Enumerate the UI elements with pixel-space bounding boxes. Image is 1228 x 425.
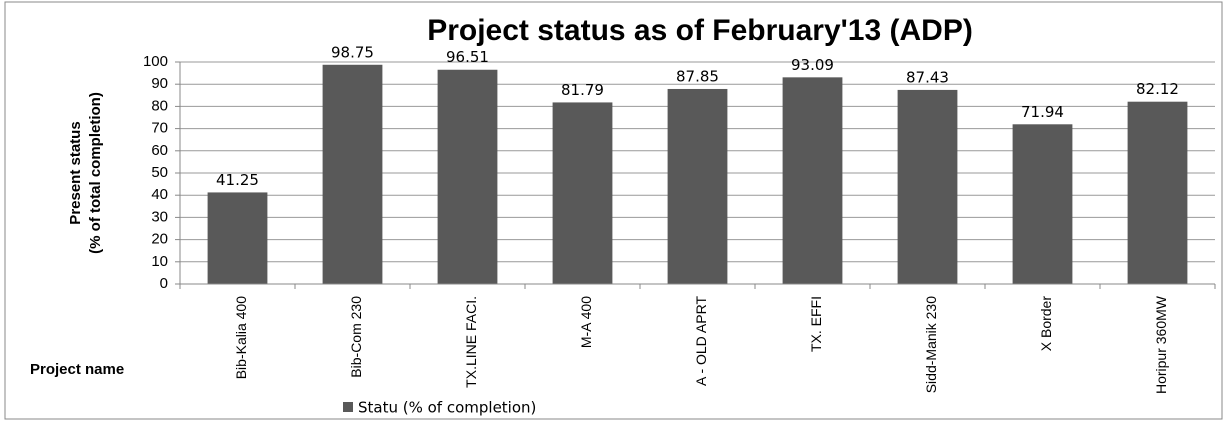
bar	[322, 64, 383, 285]
legend-label: Statu (% of completion)	[358, 399, 536, 417]
x-tick-label: TX.LINE FACI.	[463, 296, 479, 388]
y-tick-label: 60	[151, 142, 168, 159]
y-axis-label: (% of total completion)	[87, 92, 104, 254]
x-tick-label: M-A 400	[578, 296, 594, 348]
data-label: 93.09	[791, 56, 834, 74]
bar	[207, 192, 268, 284]
data-label: 82.12	[1136, 80, 1179, 98]
data-label: 87.85	[676, 67, 719, 85]
data-label: 87.43	[906, 68, 949, 86]
y-tick-label: 40	[151, 186, 168, 203]
bar	[1127, 101, 1188, 284]
data-label: 41.25	[216, 171, 259, 189]
legend-swatch	[343, 402, 353, 412]
x-axis-label: Project name	[30, 361, 124, 378]
x-tick-label: Horipur 360MW	[1153, 295, 1169, 394]
x-tick-label: X Border	[1038, 296, 1054, 352]
y-tick-label: 0	[160, 275, 168, 292]
y-tick-label: 70	[151, 120, 168, 137]
y-tick-label: 90	[151, 75, 168, 92]
bar	[1012, 124, 1073, 284]
data-label: 71.94	[1021, 103, 1064, 121]
y-tick-label: 20	[151, 231, 168, 248]
x-tick-label: A - OLD APRT	[693, 296, 709, 386]
x-tick-label: Bib-Com 230	[348, 296, 364, 378]
bar	[897, 89, 958, 285]
data-label: 81.79	[561, 81, 604, 99]
bar	[437, 69, 498, 284]
bar	[667, 88, 728, 285]
y-tick-label: 30	[151, 208, 168, 225]
data-label: 98.75	[331, 43, 374, 61]
bar	[552, 102, 613, 284]
y-axis-label: Present status	[67, 121, 84, 224]
bar	[782, 77, 843, 284]
chart-title: Project status as of February'13 (ADP)	[427, 14, 973, 47]
data-label: 96.51	[446, 48, 489, 66]
x-tick-label: TX. EFFI	[808, 296, 824, 352]
x-tick-label: Sidd-Manik 230	[923, 296, 939, 393]
y-tick-label: 80	[151, 97, 168, 114]
y-tick-label: 10	[151, 253, 168, 270]
y-tick-label: 100	[143, 53, 168, 70]
x-tick-label: Bib-Kalia 400	[233, 296, 249, 379]
y-tick-label: 50	[151, 164, 168, 181]
